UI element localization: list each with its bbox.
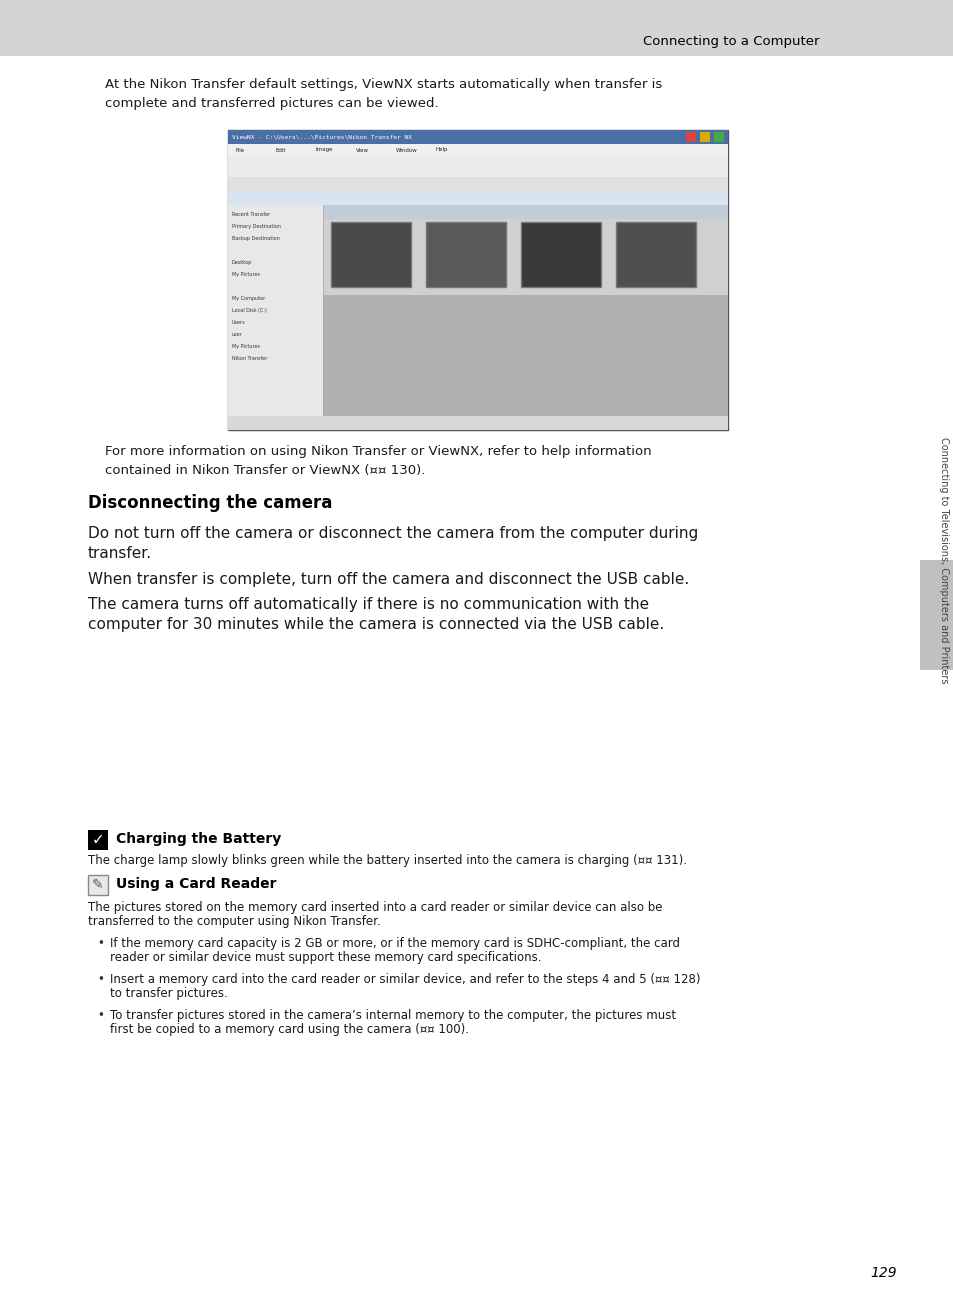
- Text: View: View: [355, 147, 369, 152]
- Bar: [88, 875, 108, 895]
- Text: Users: Users: [232, 321, 245, 325]
- Bar: [919, 560, 953, 670]
- Text: For more information on using Nikon Transfer or ViewNX, refer to help informatio: For more information on using Nikon Tran…: [105, 445, 651, 459]
- Bar: [228, 417, 727, 430]
- Text: The pictures stored on the memory card inserted into a card reader or similar de: The pictures stored on the memory card i…: [88, 901, 661, 915]
- Text: ✓: ✓: [91, 833, 104, 848]
- Text: Local Disk (C:): Local Disk (C:): [232, 307, 267, 313]
- Bar: [331, 222, 411, 286]
- Text: transfer.: transfer.: [88, 547, 152, 561]
- Text: Backup Destination: Backup Destination: [232, 237, 279, 240]
- Bar: [228, 177, 727, 191]
- Text: Charging the Battery: Charging the Battery: [116, 832, 281, 846]
- Bar: [228, 130, 727, 430]
- Text: Connecting to a Computer: Connecting to a Computer: [643, 35, 820, 49]
- Text: •: •: [97, 1009, 104, 1022]
- Bar: [228, 145, 727, 156]
- Bar: [228, 191, 727, 205]
- Text: File: File: [235, 147, 245, 152]
- Text: If the memory card capacity is 2 GB or more, or if the memory card is SDHC-compl: If the memory card capacity is 2 GB or m…: [110, 937, 679, 950]
- Text: My Pictures: My Pictures: [232, 344, 260, 350]
- Text: At the Nikon Transfer default settings, ViewNX starts automatically when transfe: At the Nikon Transfer default settings, …: [105, 78, 661, 91]
- Bar: [426, 222, 505, 286]
- Bar: [616, 222, 696, 286]
- Bar: [520, 222, 600, 286]
- Bar: [228, 156, 727, 177]
- Text: computer for 30 minutes while the camera is connected via the USB cable.: computer for 30 minutes while the camera…: [88, 618, 663, 632]
- Text: •: •: [97, 937, 104, 950]
- Bar: [323, 205, 727, 417]
- Text: contained in Nikon Transfer or ViewNX (¤¤ 130).: contained in Nikon Transfer or ViewNX (¤…: [105, 464, 425, 477]
- Text: The charge lamp slowly blinks green while the battery inserted into the camera i: The charge lamp slowly blinks green whil…: [88, 854, 686, 867]
- Text: •: •: [97, 972, 104, 986]
- Bar: [0, 0, 953, 55]
- Text: Disconnecting the camera: Disconnecting the camera: [88, 494, 332, 512]
- Text: The camera turns off automatically if there is no communication with the: The camera turns off automatically if th…: [88, 597, 648, 612]
- Bar: [228, 130, 727, 145]
- Text: Insert a memory card into the card reader or similar device, and refer to the st: Insert a memory card into the card reade…: [110, 972, 700, 986]
- Text: ViewNX - C:\Users\...\Pictures\Nikon Transfer NX: ViewNX - C:\Users\...\Pictures\Nikon Tra…: [232, 134, 412, 139]
- Text: ✎: ✎: [92, 878, 104, 892]
- Text: to transfer pictures.: to transfer pictures.: [110, 987, 228, 1000]
- Bar: [685, 131, 696, 142]
- Text: Using a Card Reader: Using a Card Reader: [116, 876, 276, 891]
- Text: first be copied to a memory card using the camera (¤¤ 100).: first be copied to a memory card using t…: [110, 1024, 469, 1035]
- Bar: [228, 205, 323, 417]
- Text: Do not turn off the camera or disconnect the camera from the computer during: Do not turn off the camera or disconnect…: [88, 526, 698, 541]
- Text: Recent Transfer: Recent Transfer: [232, 212, 270, 217]
- Text: When transfer is complete, turn off the camera and disconnect the USB cable.: When transfer is complete, turn off the …: [88, 572, 688, 587]
- Bar: [88, 830, 108, 850]
- Text: My Pictures: My Pictures: [232, 272, 260, 277]
- Text: transferred to the computer using Nikon Transfer.: transferred to the computer using Nikon …: [88, 915, 380, 928]
- Bar: [323, 205, 727, 219]
- Text: complete and transferred pictures can be viewed.: complete and transferred pictures can be…: [105, 97, 438, 110]
- Text: reader or similar device must support these memory card specifications.: reader or similar device must support th…: [110, 951, 541, 964]
- Bar: [713, 131, 723, 142]
- Text: Edit: Edit: [275, 147, 286, 152]
- Text: Desktop: Desktop: [232, 260, 252, 265]
- Text: Primary Destination: Primary Destination: [232, 223, 280, 229]
- Text: My Computer: My Computer: [232, 296, 265, 301]
- Bar: [323, 205, 727, 296]
- Text: Nikon Transfer: Nikon Transfer: [232, 356, 267, 361]
- Text: To transfer pictures stored in the camera’s internal memory to the computer, the: To transfer pictures stored in the camer…: [110, 1009, 676, 1022]
- Text: user: user: [232, 332, 242, 336]
- Text: Help: Help: [436, 147, 448, 152]
- Text: Connecting to Televisions, Computers and Printers: Connecting to Televisions, Computers and…: [938, 436, 948, 683]
- Text: Image: Image: [315, 147, 334, 152]
- Text: Window: Window: [395, 147, 417, 152]
- Text: 129: 129: [869, 1265, 896, 1280]
- Bar: [700, 131, 709, 142]
